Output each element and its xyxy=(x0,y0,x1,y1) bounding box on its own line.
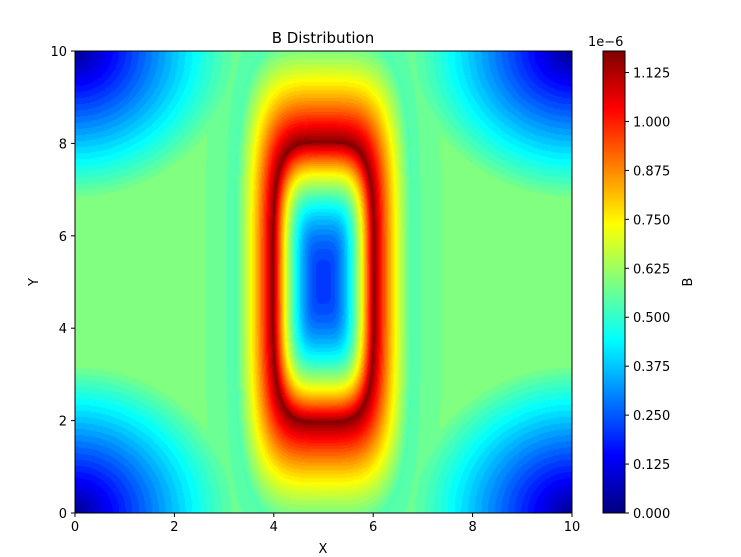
x-tick-label: 2 xyxy=(170,520,178,535)
colorbar-tick-label: 0.000 xyxy=(633,507,670,522)
y-axis-ticks: 0 2 4 6 8 10 xyxy=(50,45,75,522)
colorbar-offset-text: 1e−6 xyxy=(588,35,623,50)
y-tick-label: 10 xyxy=(50,45,67,60)
y-tick-label: 0 xyxy=(59,507,67,522)
chart-title: B Distribution xyxy=(272,29,375,47)
x-tick-label: 10 xyxy=(564,520,581,535)
y-tick-label: 8 xyxy=(59,137,67,152)
y-axis-label: Y xyxy=(27,278,42,287)
colorbar-tick-label: 1.125 xyxy=(633,67,670,82)
heatmap-plot xyxy=(75,51,572,513)
colorbar-tick-label: 1.000 xyxy=(633,115,670,130)
colorbar-label: B xyxy=(681,278,696,287)
colorbar-tick-label: 0.625 xyxy=(633,262,670,277)
colorbar-tick-label: 0.375 xyxy=(633,360,670,375)
colorbar-tick-label: 0.125 xyxy=(633,458,670,473)
colorbar xyxy=(602,50,626,514)
x-axis-label: X xyxy=(319,542,328,557)
colorbar-tick-label: 0.875 xyxy=(633,164,670,179)
x-tick-label: 6 xyxy=(369,520,377,535)
colorbar-tick-label: 0.500 xyxy=(633,311,670,326)
y-tick-label: 2 xyxy=(59,415,67,430)
x-axis-ticks: 0 2 4 6 8 10 xyxy=(71,513,580,535)
colorbar-ticks: 0.000 0.125 0.250 0.375 0.500 0.625 0.750 0.875… xyxy=(625,67,670,522)
x-tick-label: 0 xyxy=(71,520,79,535)
x-tick-label: 8 xyxy=(468,520,476,535)
plot-frame xyxy=(74,50,573,514)
colorbar-tick-label: 0.250 xyxy=(633,409,670,424)
x-tick-label: 4 xyxy=(270,520,278,535)
y-tick-label: 4 xyxy=(59,322,67,337)
y-tick-label: 6 xyxy=(59,230,67,245)
colorbar-tick-label: 0.750 xyxy=(633,213,670,228)
